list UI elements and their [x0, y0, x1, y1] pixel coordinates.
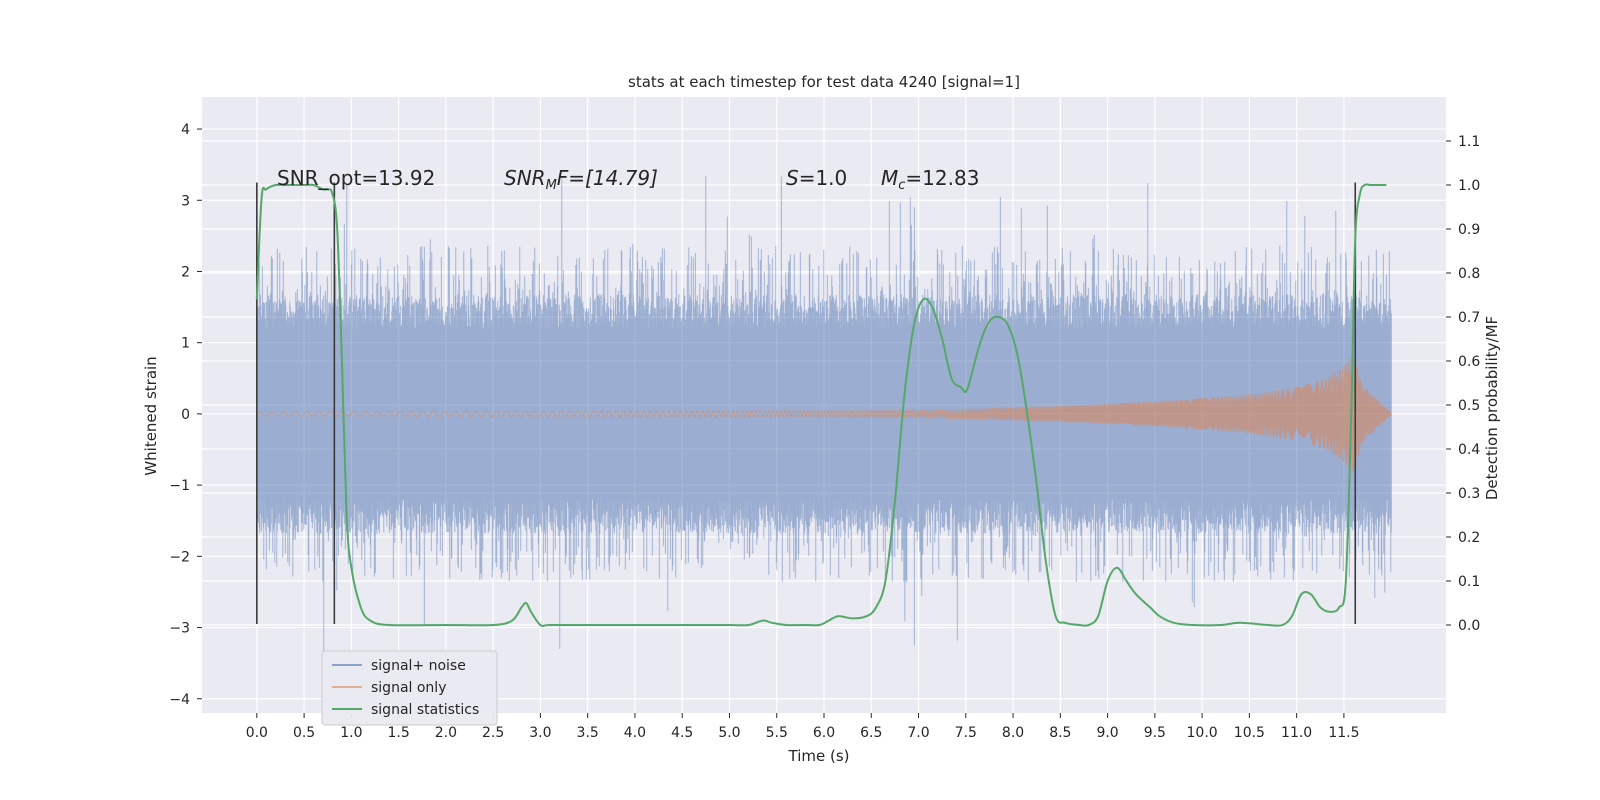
mc-subscript: c	[898, 178, 905, 193]
snr-mf-annotation: SNRMF=[14.79]	[504, 166, 658, 193]
x-tick-label: 4.5	[671, 725, 693, 741]
snr-opt-annotation: SNR_opt=13.92	[277, 166, 435, 190]
y-right-tick-label: 1.0	[1458, 178, 1480, 194]
s-symbol: S	[786, 166, 799, 190]
x-tick-label: 5.0	[718, 725, 740, 741]
x-tick-label: 7.0	[907, 725, 929, 741]
y-left-axis-label: Whitened strain	[142, 356, 160, 475]
y-right-axis-label: Detection probability/MF	[1483, 316, 1501, 500]
x-tick-label: 9.0	[1096, 725, 1118, 741]
x-axis-label: Time (s)	[788, 747, 850, 765]
signal-only-line	[256, 355, 1392, 472]
y-right-tick-label: 0.7	[1458, 310, 1480, 326]
mc-symbol: M	[881, 166, 898, 190]
y-right-tick-label: 0.6	[1458, 354, 1480, 370]
x-tick-label: 11.5	[1328, 725, 1359, 741]
y-left-tick-label: 3	[181, 193, 190, 209]
signal-only-series	[256, 355, 1392, 472]
x-tick-label: 8.0	[1002, 725, 1024, 741]
x-tick-label: 10.0	[1187, 725, 1218, 741]
x-tick-label: 4.0	[624, 725, 646, 741]
x-tick-label: 11.0	[1281, 725, 1312, 741]
x-tick-label: 10.5	[1234, 725, 1265, 741]
x-tick-label: 6.5	[860, 725, 882, 741]
legend-label-signal-statistics: signal statistics	[371, 702, 479, 718]
signal-statistics-line	[255, 183, 1387, 627]
x-tick-label: 7.5	[955, 725, 977, 741]
x-tick-label: 3.0	[529, 725, 551, 741]
chart-title: stats at each timestep for test data 424…	[628, 73, 1020, 91]
x-tick-label: 1.5	[387, 725, 409, 741]
x-tick-label: 3.5	[577, 725, 599, 741]
y-left-axis-ticks: 4 3 2 1 0 −1 −2 −3 −4	[169, 122, 202, 708]
x-tick-label: 2.5	[482, 725, 504, 741]
s-annotation: S=1.0	[786, 166, 847, 190]
y-left-tick-label: 0	[181, 407, 190, 423]
x-tick-label: 9.5	[1144, 725, 1166, 741]
y-right-tick-label: 0.8	[1458, 266, 1480, 282]
mc-annotation: Mc=12.83	[881, 166, 979, 193]
y-right-tick-label: 1.1	[1458, 134, 1480, 150]
x-tick-label: 0.5	[293, 725, 315, 741]
x-tick-label: 6.0	[813, 725, 835, 741]
y-right-tick-label: 0.1	[1458, 574, 1480, 590]
snr-mf-subscript: M	[546, 178, 557, 193]
y-right-tick-label: 0.9	[1458, 222, 1480, 238]
y-left-tick-label: −3	[169, 621, 190, 637]
y-left-tick-label: −2	[169, 549, 190, 565]
y-left-tick-label: 4	[181, 122, 190, 138]
x-tick-label: 1.0	[340, 725, 362, 741]
x-tick-label: 5.5	[766, 725, 788, 741]
s-value: =1.0	[799, 166, 848, 190]
y-right-axis-ticks: 1.1 1.0 0.9 0.8 0.7 0.6 0.5 0.4 0.3 0.2 0.1 0.0	[1446, 134, 1480, 634]
y-right-tick-label: 0.0	[1458, 618, 1480, 634]
y-right-tick-label: 0.5	[1458, 398, 1480, 414]
y-right-tick-label: 0.2	[1458, 530, 1480, 546]
x-tick-label: 0.0	[246, 725, 268, 741]
x-tick-label: 2.0	[435, 725, 457, 741]
snr-mf-symbol: SNR	[504, 166, 546, 190]
legend: signal+ noise signal only signal statist…	[321, 650, 498, 726]
y-right-tick-label: 0.4	[1458, 442, 1480, 458]
signal-statistics-series	[255, 183, 1387, 627]
mc-value: =12.83	[905, 166, 979, 190]
y-left-tick-label: −4	[169, 692, 190, 708]
y-right-tick-label: 0.3	[1458, 486, 1480, 502]
x-axis-ticks: 0.0 0.5 1.0 1.5 2.0 2.5 3.0 3.5 4.0 4.5 5.0 5.5 6.0 6…	[246, 713, 1359, 741]
legend-label-signal-only: signal only	[371, 680, 446, 696]
legend-label-signal-noise: signal+ noise	[371, 658, 466, 674]
y-left-tick-label: 1	[181, 336, 190, 352]
y-left-tick-label: 2	[181, 264, 190, 280]
x-tick-label: 8.5	[1049, 725, 1071, 741]
y-left-tick-label: −1	[169, 478, 190, 494]
snr-mf-value: F=[14.79]	[557, 166, 658, 190]
